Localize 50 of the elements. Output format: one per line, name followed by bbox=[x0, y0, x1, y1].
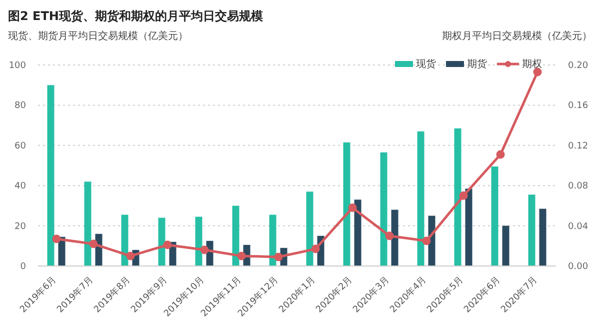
y-tick-label: 60 bbox=[14, 141, 26, 152]
bar bbox=[354, 200, 362, 266]
y-tick-label: 20 bbox=[14, 222, 26, 232]
y2-tick-label: 0.04 bbox=[568, 222, 588, 232]
y-tick-label: 100 bbox=[8, 61, 26, 71]
legend-label: 期权 bbox=[522, 58, 542, 71]
bar bbox=[539, 208, 546, 266]
bar bbox=[454, 128, 462, 266]
point bbox=[237, 252, 246, 260]
chart-title: 图2 ETH现货、期货和期权的月平均日交易规模 bbox=[8, 8, 264, 25]
y2-axis-title: 期权月平均日交易规模（亿美元） bbox=[442, 30, 592, 43]
y-tick-label: 0 bbox=[20, 262, 26, 272]
point bbox=[459, 191, 468, 200]
point bbox=[52, 234, 61, 244]
bar bbox=[269, 214, 276, 266]
y-tick-label: 80 bbox=[14, 101, 26, 112]
bar bbox=[195, 216, 202, 266]
legend-label: 期货 bbox=[467, 58, 487, 71]
bar bbox=[84, 182, 92, 266]
bar bbox=[391, 210, 398, 266]
y-tick-label: 40 bbox=[14, 182, 26, 192]
bar bbox=[306, 192, 314, 266]
point bbox=[385, 232, 394, 240]
y2-tick-label: 0.08 bbox=[568, 182, 588, 192]
bar bbox=[47, 85, 54, 266]
legend-label: 现货 bbox=[416, 58, 436, 71]
point bbox=[422, 236, 431, 246]
y-axis-title: 现货、期货月平均日交易规模（亿美元） bbox=[8, 30, 188, 43]
bar bbox=[528, 194, 536, 266]
point bbox=[348, 203, 357, 212]
point bbox=[200, 246, 209, 254]
bar bbox=[343, 142, 350, 266]
point bbox=[126, 252, 135, 260]
bar bbox=[417, 131, 424, 266]
bar bbox=[232, 206, 240, 266]
y2-tick-label: 0.20 bbox=[568, 61, 588, 71]
bar bbox=[465, 188, 472, 266]
y2-tick-label: 0.00 bbox=[568, 262, 588, 272]
point bbox=[89, 240, 98, 248]
bar bbox=[121, 214, 128, 266]
bar bbox=[158, 218, 166, 266]
point bbox=[311, 244, 320, 254]
bar bbox=[380, 152, 388, 266]
point bbox=[496, 150, 505, 159]
y2-tick-label: 0.12 bbox=[568, 141, 588, 152]
point bbox=[163, 240, 172, 250]
bar bbox=[491, 166, 498, 266]
bar bbox=[502, 226, 510, 266]
point bbox=[274, 252, 283, 262]
y2-tick-label: 0.16 bbox=[568, 101, 588, 112]
